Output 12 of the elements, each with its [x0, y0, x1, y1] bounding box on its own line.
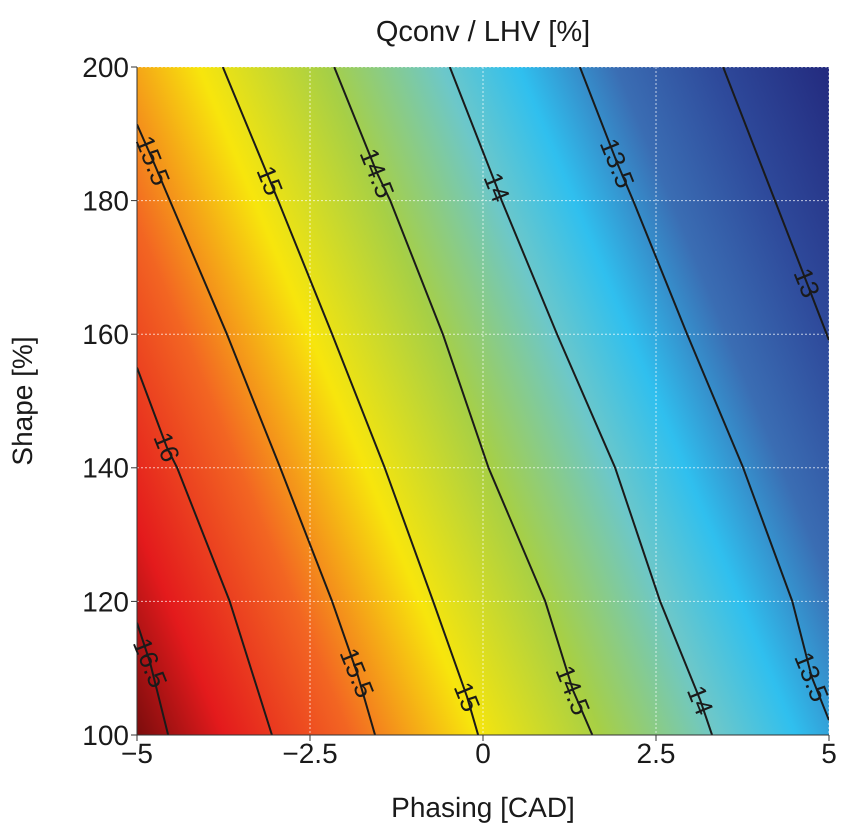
x-axis-title: Phasing [CAD]: [391, 792, 575, 823]
x-tick-label: 2.5: [636, 738, 676, 769]
y-tick-label: 200: [82, 52, 129, 83]
y-axis-title: Shape [%]: [6, 336, 38, 466]
y-tick-label: 180: [82, 186, 129, 217]
x-tick-label: 0: [475, 738, 491, 769]
x-tick-label: −2.5: [282, 738, 338, 769]
y-tick-label: 120: [82, 586, 129, 618]
chart-title: Qconv / LHV [%]: [374, 16, 592, 49]
y-tick-label: 140: [82, 452, 129, 484]
x-tick-label: 5: [821, 738, 837, 769]
y-tick-label: 160: [82, 319, 129, 350]
